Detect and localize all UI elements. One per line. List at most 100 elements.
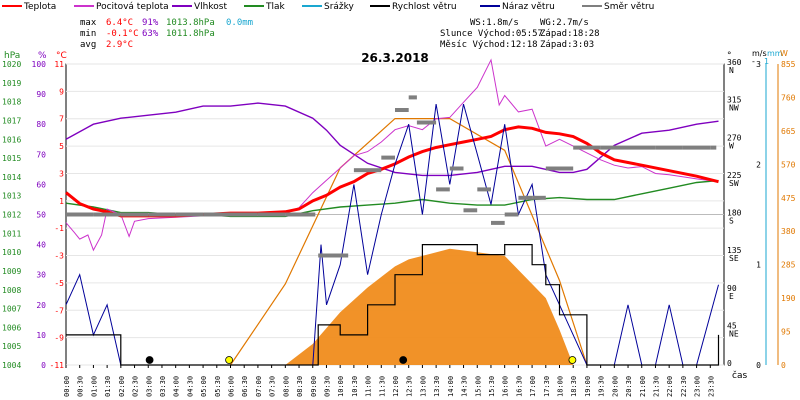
w-tick-label: 0 (781, 361, 786, 370)
c-tick-label: 5 (59, 142, 64, 151)
series-feels-like-line (65, 58, 719, 252)
axis-title-hpa: hPa (4, 51, 20, 61)
dir-tick-label: SE (729, 254, 739, 263)
stat-avg-temp: 2.9°C (106, 40, 133, 50)
sunset-marker (568, 356, 577, 364)
x-tick-label: 13:30 (433, 376, 441, 397)
axis-title-w: W (780, 49, 788, 58)
hpa-tick-label: 1014 (2, 173, 21, 182)
pct-tick-label: 90 (36, 90, 46, 99)
axis-title-ms: m/s (752, 49, 767, 58)
w-tick-label: 475 (781, 194, 796, 203)
wind-direction-mark (463, 208, 478, 213)
legend-label-vlhkost: Vlhkost (194, 2, 227, 12)
x-tick-label: 16:30 (515, 376, 523, 397)
c-tick-label: -11 (50, 361, 65, 370)
pct-tick-label: 80 (36, 120, 46, 129)
legend: Teplota Pocitová teplota Vlhkost Tlak Sr… (2, 2, 654, 12)
x-tick-label: 08:30 (296, 376, 304, 397)
dir-tick-label: E (729, 292, 734, 301)
hpa-tick-label: 1009 (2, 267, 21, 276)
x-tick-label: 18:30 (570, 376, 578, 397)
hpa-tick-label: 1007 (2, 305, 21, 314)
x-tick-label: 10:00 (337, 376, 345, 397)
c-tick-label: -9 (54, 334, 64, 343)
wind-direction-mark (395, 108, 409, 112)
series-layer (65, 58, 720, 366)
x-tick-label: 05:00 (200, 376, 208, 397)
wind-direction-mark (477, 187, 491, 192)
x-tick-label: 20:00 (611, 376, 619, 397)
legend-label-srazky: Srážky (324, 2, 355, 12)
wind-direction-mark (532, 195, 546, 200)
stat-min-hum: 63% (142, 29, 159, 39)
wind-direction-mark (600, 145, 628, 150)
ms-tick-label: 1 (756, 261, 761, 270)
wind-direction-mark (257, 212, 286, 217)
x-tick-label: 09:00 (310, 376, 318, 397)
deg-tick-label: 225 (727, 171, 742, 180)
sunrise-marker (225, 356, 234, 364)
hpa-tick-label: 1017 (2, 116, 21, 125)
legend-label-tlak: Tlak (265, 2, 286, 12)
x-tick-label: 00:00 (63, 376, 71, 397)
legend-label-smer: Směr větru (604, 2, 654, 12)
ms-tick-label: 2 (756, 160, 761, 169)
hpa-tick-label: 1008 (2, 286, 21, 295)
pct-tick-label: 10 (36, 331, 46, 340)
deg-tick-label: 0 (727, 359, 732, 368)
series-pressure-line (65, 179, 719, 218)
pct-tick-label: 30 (36, 271, 46, 280)
series-solar-theoretical (230, 118, 588, 366)
hpa-tick-label: 1013 (2, 192, 21, 201)
c-tick-label: -3 (54, 252, 64, 261)
wind-direction-mark (381, 155, 395, 160)
stat-min-temp: -0.1°C (106, 29, 139, 39)
c-tick-label: 9 (59, 87, 64, 96)
x-tick-label: 12:30 (406, 376, 414, 397)
wind-direction-mark (628, 145, 656, 150)
wind-direction-mark (682, 145, 711, 150)
x-tick-label: 23:30 (707, 376, 715, 397)
wind-direction-mark (491, 220, 505, 225)
deg-tick-label: 270 (727, 133, 742, 142)
stat-min-label: min (80, 29, 96, 39)
x-tick-label: 21:00 (639, 376, 647, 397)
wind-direction-mark (518, 195, 533, 200)
c-tick-label: 1 (59, 197, 64, 206)
stat-min-press: 1011.8hPa (166, 29, 215, 39)
legend-label-pocitova: Pocitová teplota (96, 2, 169, 12)
stat-max-rain: 0.0mm (226, 18, 253, 28)
stat-max-temp: 6.4°C (106, 18, 133, 28)
wind-direction-mark (148, 212, 176, 217)
x-tick-label: 09:30 (323, 376, 331, 397)
dir-tick-label: N (729, 66, 734, 75)
hpa-tick-label: 1012 (2, 211, 21, 220)
x-tick-label: 03:00 (145, 376, 153, 397)
moonset-marker (145, 356, 154, 364)
dir-tick-label: W (729, 141, 734, 150)
wind-direction-mark (449, 166, 464, 171)
x-tick-label: 02:00 (118, 376, 126, 397)
axis-title-pct: % (38, 51, 47, 61)
w-tick-label: 95 (781, 328, 791, 337)
x-tick-label: 00:30 (77, 376, 85, 397)
c-tick-label: -7 (54, 306, 64, 315)
wind-direction-mark (175, 212, 204, 217)
pct-tick-label: 70 (36, 150, 46, 159)
wind-direction-mark (230, 212, 258, 217)
stat-wg: WG:2.7m/s (540, 18, 589, 28)
dir-tick-label: NW (729, 104, 739, 113)
wind-direction-mark (318, 253, 349, 258)
ms-top-label-1: 1 (764, 57, 769, 66)
hpa-tick-label: 1005 (2, 342, 21, 351)
hpa-tick-label: 1019 (2, 79, 21, 88)
x-tick-label: 18:00 (557, 376, 565, 397)
series-wind-speed-line (66, 244, 720, 366)
wind-direction-mark (66, 212, 94, 217)
dir-tick-label: NE (729, 329, 739, 338)
x-tick-label: 19:30 (598, 376, 606, 397)
hpa-tick-label: 1015 (2, 154, 21, 163)
hpa-tick-label: 1011 (2, 229, 21, 238)
